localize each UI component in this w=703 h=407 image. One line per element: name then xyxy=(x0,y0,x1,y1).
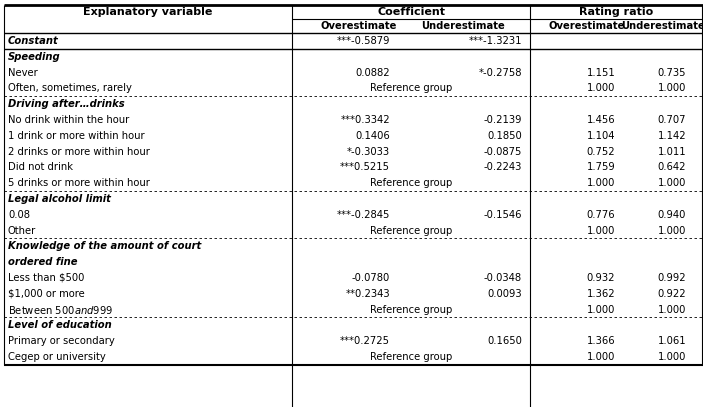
Text: 0.707: 0.707 xyxy=(658,115,686,125)
Text: *-0.3033: *-0.3033 xyxy=(347,147,390,157)
Text: Underestimate: Underestimate xyxy=(422,21,505,31)
Text: 1.000: 1.000 xyxy=(587,352,615,362)
Text: ***0.2725: ***0.2725 xyxy=(340,336,390,346)
Text: 0.08: 0.08 xyxy=(8,210,30,220)
Text: Overestimate: Overestimate xyxy=(321,21,396,31)
Text: 1.000: 1.000 xyxy=(658,225,686,236)
Text: 0.1850: 0.1850 xyxy=(487,131,522,141)
Text: $1,000 or more: $1,000 or more xyxy=(8,289,85,299)
Text: 1.000: 1.000 xyxy=(587,83,615,93)
Text: Between $500 and $999: Between $500 and $999 xyxy=(8,304,113,315)
Text: 1.000: 1.000 xyxy=(658,352,686,362)
Text: ***0.5215: ***0.5215 xyxy=(340,162,390,172)
Text: 0.735: 0.735 xyxy=(658,68,686,77)
Text: Other: Other xyxy=(8,225,37,236)
Text: -0.0875: -0.0875 xyxy=(484,147,522,157)
Text: 1.362: 1.362 xyxy=(587,289,615,299)
Text: 1.000: 1.000 xyxy=(658,83,686,93)
Text: Reference group: Reference group xyxy=(370,304,452,315)
Text: 1.000: 1.000 xyxy=(658,304,686,315)
Text: 0.776: 0.776 xyxy=(587,210,615,220)
Text: 1.000: 1.000 xyxy=(587,178,615,188)
Text: 1.000: 1.000 xyxy=(658,178,686,188)
Text: 1.366: 1.366 xyxy=(587,336,615,346)
Text: ***0.3342: ***0.3342 xyxy=(340,115,390,125)
Text: Constant: Constant xyxy=(8,36,59,46)
Text: Did not drink: Did not drink xyxy=(8,162,73,172)
Text: ***-1.3231: ***-1.3231 xyxy=(468,36,522,46)
Text: *-0.2758: *-0.2758 xyxy=(479,68,522,77)
Text: 5 drinks or more within hour: 5 drinks or more within hour xyxy=(8,178,150,188)
Text: 0.1406: 0.1406 xyxy=(355,131,390,141)
Text: **0.2343: **0.2343 xyxy=(345,289,390,299)
Text: ordered fine: ordered fine xyxy=(8,257,77,267)
Text: Reference group: Reference group xyxy=(370,83,452,93)
Text: -0.2139: -0.2139 xyxy=(484,115,522,125)
Text: Reference group: Reference group xyxy=(370,178,452,188)
Text: 0.752: 0.752 xyxy=(587,147,615,157)
Text: -0.1546: -0.1546 xyxy=(484,210,522,220)
Text: No drink within the hour: No drink within the hour xyxy=(8,115,129,125)
Text: -0.0780: -0.0780 xyxy=(352,273,390,283)
Text: Reference group: Reference group xyxy=(370,352,452,362)
Text: 0.932: 0.932 xyxy=(587,273,615,283)
Text: Overestimate: Overestimate xyxy=(549,21,625,31)
Text: Cegep or university: Cegep or university xyxy=(8,352,105,362)
Text: Coefficient: Coefficient xyxy=(377,7,445,17)
Text: 1.000: 1.000 xyxy=(587,225,615,236)
Text: Legal alcohol limit: Legal alcohol limit xyxy=(8,194,111,204)
Text: 1.011: 1.011 xyxy=(658,147,686,157)
Text: 0.0882: 0.0882 xyxy=(356,68,390,77)
Text: Explanatory variable: Explanatory variable xyxy=(84,7,213,17)
Text: Rating ratio: Rating ratio xyxy=(579,7,654,17)
Text: 0.922: 0.922 xyxy=(658,289,686,299)
Text: 2 drinks or more within hour: 2 drinks or more within hour xyxy=(8,147,150,157)
Text: 0.940: 0.940 xyxy=(658,210,686,220)
Text: Primary or secondary: Primary or secondary xyxy=(8,336,115,346)
Text: Knowledge of the amount of court: Knowledge of the amount of court xyxy=(8,241,201,251)
Text: Never: Never xyxy=(8,68,38,77)
Text: ***-0.5879: ***-0.5879 xyxy=(337,36,390,46)
Text: 0.992: 0.992 xyxy=(658,273,686,283)
Text: Speeding: Speeding xyxy=(8,52,60,62)
Text: 1.456: 1.456 xyxy=(587,115,615,125)
Text: 1.759: 1.759 xyxy=(586,162,615,172)
Text: 1.151: 1.151 xyxy=(586,68,615,77)
Text: Reference group: Reference group xyxy=(370,225,452,236)
Text: 1.104: 1.104 xyxy=(587,131,615,141)
Text: -0.0348: -0.0348 xyxy=(484,273,522,283)
Text: 1.061: 1.061 xyxy=(658,336,686,346)
Text: Often, sometimes, rarely: Often, sometimes, rarely xyxy=(8,83,132,93)
Text: 1.000: 1.000 xyxy=(587,304,615,315)
Text: 0.642: 0.642 xyxy=(658,162,686,172)
Text: 0.1650: 0.1650 xyxy=(487,336,522,346)
Text: Level of education: Level of education xyxy=(8,320,112,330)
Text: ***-0.2845: ***-0.2845 xyxy=(337,210,390,220)
Text: 1 drink or more within hour: 1 drink or more within hour xyxy=(8,131,145,141)
Text: 1.142: 1.142 xyxy=(658,131,686,141)
Text: Less than $500: Less than $500 xyxy=(8,273,84,283)
Text: Driving after…drinks: Driving after…drinks xyxy=(8,99,124,109)
Text: 0.0093: 0.0093 xyxy=(487,289,522,299)
Text: -0.2243: -0.2243 xyxy=(484,162,522,172)
Text: Underestimate: Underestimate xyxy=(621,21,703,31)
